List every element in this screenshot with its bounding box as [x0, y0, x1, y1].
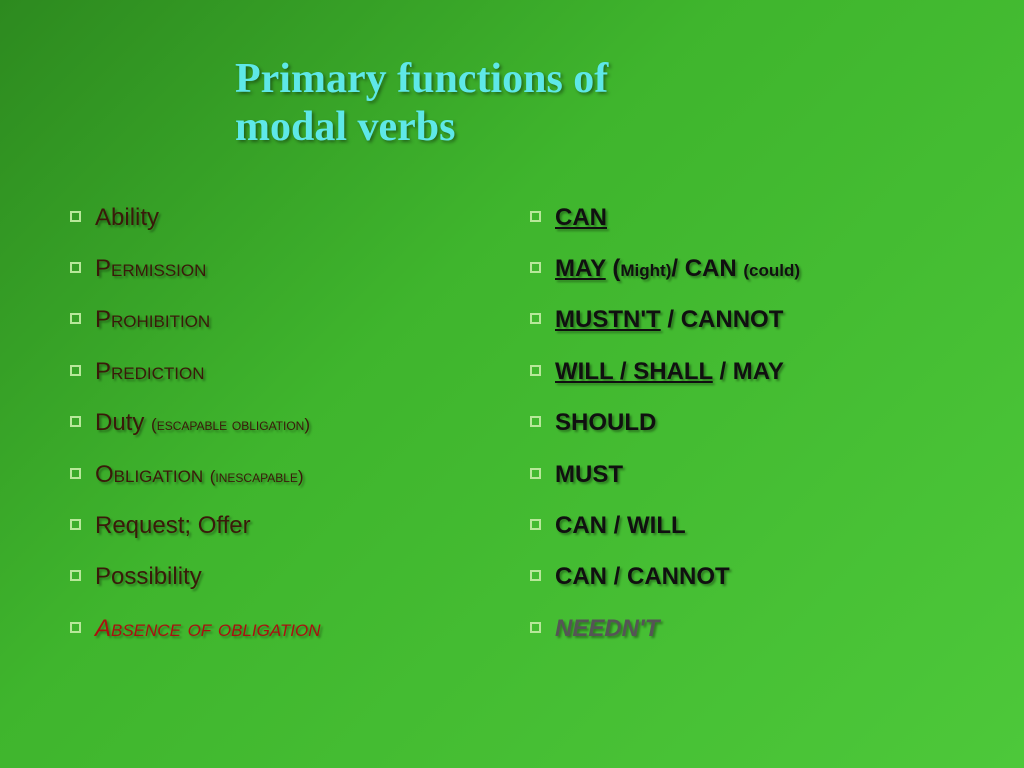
bullet-icon — [70, 416, 81, 427]
modal-label: WILL / SHALL / MAY — [555, 356, 784, 388]
function-item: Prohibition — [70, 304, 500, 336]
function-item: Request; Offer — [70, 510, 500, 542]
function-label: Duty (escapable obligation) — [95, 407, 310, 439]
function-label: Prediction — [95, 356, 205, 388]
modal-label: CAN / CANNOT — [555, 561, 730, 593]
function-label: Possibility — [95, 561, 202, 593]
modal-label: MUST — [555, 459, 623, 491]
bullet-icon — [530, 622, 541, 633]
function-label: Request; Offer — [95, 510, 251, 542]
bullet-icon — [530, 416, 541, 427]
modal-item: MUST — [530, 459, 960, 491]
modal-label: MAY (Might)/ CAN (could) — [555, 253, 800, 285]
modal-item: CAN / CANNOT — [530, 561, 960, 593]
function-label: Obligation (inescapable) — [95, 459, 304, 491]
bullet-icon — [70, 211, 81, 222]
modal-item: SHOULD — [530, 407, 960, 439]
bullet-icon — [70, 468, 81, 479]
function-item: Absence of obligation — [70, 613, 500, 645]
function-label: Prohibition — [95, 304, 210, 336]
function-item: Permission — [70, 253, 500, 285]
modal-item: CAN — [530, 202, 960, 234]
function-item: Prediction — [70, 356, 500, 388]
title-line-1: Primary functions of — [235, 56, 608, 102]
modal-item: WILL / SHALL / MAY — [530, 356, 960, 388]
function-label: Ability — [95, 202, 159, 234]
bullet-icon — [70, 262, 81, 273]
function-item: Possibility — [70, 561, 500, 593]
modal-label: MUSTN'T / CANNOT — [555, 304, 783, 336]
bullet-icon — [70, 313, 81, 324]
modal-item: MAY (Might)/ CAN (could) — [530, 253, 960, 285]
title-line-2: modal verbs — [235, 104, 456, 150]
modals-column: CAN MAY (Might)/ CAN (could) MUSTN'T / CAN… — [530, 202, 960, 665]
modal-label: CAN — [555, 202, 607, 234]
bullet-icon — [530, 211, 541, 222]
modal-item: MUSTN'T / CANNOT — [530, 304, 960, 336]
modal-label: NEEDN'T — [555, 613, 659, 645]
bullet-icon — [530, 313, 541, 324]
functions-column: Ability Permission Prohibition Prediction Du… — [70, 202, 500, 665]
bullet-icon — [70, 570, 81, 581]
content-columns: Ability Permission Prohibition Prediction Du… — [0, 152, 1024, 665]
function-label: Absence of obligation — [95, 613, 321, 645]
bullet-icon — [530, 365, 541, 376]
bullet-icon — [530, 570, 541, 581]
function-item: Duty (escapable obligation) — [70, 407, 500, 439]
modal-item: NEEDN'T — [530, 613, 960, 645]
function-item: Ability — [70, 202, 500, 234]
function-item: Obligation (inescapable) — [70, 459, 500, 491]
bullet-icon — [70, 519, 81, 530]
function-label: Permission — [95, 253, 206, 285]
modal-label: SHOULD — [555, 407, 656, 439]
bullet-icon — [70, 622, 81, 633]
bullet-icon — [70, 365, 81, 376]
bullet-icon — [530, 262, 541, 273]
bullet-icon — [530, 519, 541, 530]
modal-item: CAN / WILL — [530, 510, 960, 542]
bullet-icon — [530, 468, 541, 479]
modal-label: CAN / WILL — [555, 510, 686, 542]
slide-title: Primary functions of modal verbs — [0, 0, 1024, 152]
